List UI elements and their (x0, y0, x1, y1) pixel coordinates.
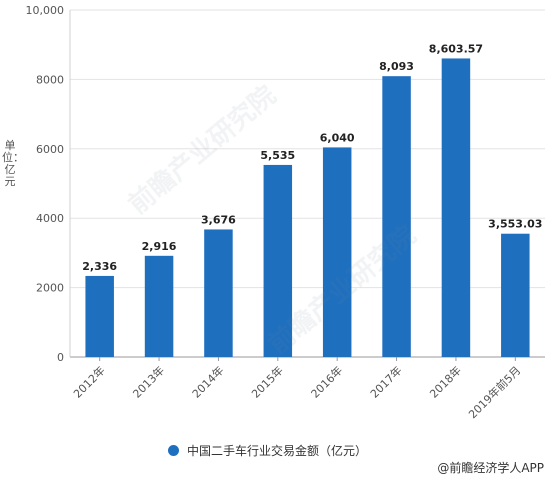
legend: 中国二手车行业交易金额（亿元） (168, 441, 367, 459)
source-credit: @前瞻经济学人APP (437, 461, 544, 475)
y-tick-label: 2000 (36, 282, 64, 295)
bar (85, 275, 114, 357)
bar (501, 233, 530, 357)
data-label: 6,040 (320, 131, 355, 144)
y-tick-label: 4000 (36, 212, 64, 225)
y-tick-label: 0 (57, 351, 64, 364)
bar (204, 229, 233, 357)
y-tick-label: 8000 (36, 73, 64, 86)
data-label: 8,093 (379, 60, 414, 73)
y-tick-label: 10,000 (26, 4, 65, 17)
legend-label: 中国二手车行业交易金额（亿元） (187, 443, 368, 458)
bar (382, 76, 411, 357)
y-tick-label: 6000 (36, 143, 64, 156)
x-tick-label: 2013年 (130, 363, 167, 400)
x-tick-label: 2017年 (367, 363, 404, 400)
x-tick-label: 2016年 (308, 363, 345, 400)
legend-swatch (168, 444, 179, 456)
y-axis-label: 单位：亿元 (2, 139, 24, 188)
x-tick-label: 2019年前5月 (465, 363, 523, 421)
x-tick-label: 2018年 (427, 363, 464, 400)
data-label: 2,336 (82, 260, 117, 273)
x-tick-label: 2015年 (248, 363, 285, 400)
data-label: 3,553.03 (488, 218, 542, 231)
x-tick-label: 2014年 (189, 363, 226, 400)
bar (263, 164, 293, 357)
x-tick-label: 2012年 (70, 363, 107, 400)
data-label: 2,916 (142, 240, 177, 253)
bar (322, 147, 352, 357)
data-label: 8,603.57 (429, 42, 483, 55)
data-label: 3,676 (201, 213, 236, 226)
bar (144, 255, 174, 357)
bar (441, 58, 471, 358)
data-label: 5,535 (260, 149, 295, 162)
